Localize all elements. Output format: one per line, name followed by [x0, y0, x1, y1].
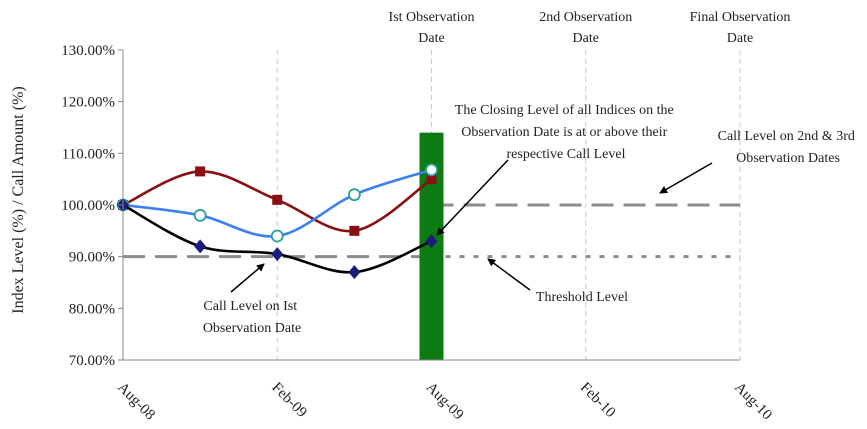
x-tick-label: Aug-10 — [731, 380, 775, 424]
series-point-diamond — [425, 234, 438, 249]
x-tick-label: Feb-10 — [577, 380, 618, 421]
series-point-diamond — [194, 239, 207, 254]
y-tick-label: 70.00% — [69, 353, 115, 369]
y-tick-label: 120.00% — [61, 95, 115, 111]
y-tick-labels: 70.00% 80.00% 90.00% 100.00% 110.00% 120.00% 1… — [61, 43, 115, 369]
closing-level-arrow — [436, 159, 509, 236]
call-level-2nd-3rd-annotation: Call Level on 2nd & 3rd Observation Date… — [718, 129, 859, 166]
y-tick-label: 100.00% — [61, 198, 115, 214]
observation-date-label-3: Final Observation Date — [690, 10, 791, 46]
series-point-circle — [270, 229, 284, 243]
y-tick-label: 90.00% — [69, 250, 115, 266]
x-tick-label: Aug-09 — [423, 380, 467, 424]
closing-level-annotation: The Closing Level of all Indices on the … — [455, 103, 677, 162]
threshold-annotation: Threshold Level — [536, 290, 628, 305]
series-point-diamond — [348, 265, 361, 280]
axes — [118, 49, 740, 361]
x-tick-label: Aug-08 — [114, 380, 158, 424]
series-point-circle — [193, 208, 207, 222]
y-axis-title: Index Level (%) / Call Amount (%) — [10, 86, 27, 314]
observation-date-label-1: Ist Observation Date — [389, 10, 475, 46]
y-tick-label: 130.00% — [61, 43, 115, 59]
series-point-square — [426, 174, 437, 185]
series-point-square — [349, 225, 360, 236]
call-level-2nd-3rd-arrow — [659, 162, 713, 194]
threshold-arrow — [487, 258, 531, 291]
call-level-1st-arrow — [230, 263, 265, 293]
y-tick-label: 80.00% — [69, 301, 115, 317]
series-point-square — [272, 194, 283, 205]
x-tick-label: Feb-09 — [268, 380, 309, 421]
annotations: The Closing Level of all Indices on the … — [203, 103, 859, 336]
x-tick-labels: Aug-08 Feb-09 Aug-09 Feb-10 Aug-10 — [114, 380, 775, 424]
y-tick-label: 110.00% — [62, 146, 115, 162]
series-point-circle — [347, 188, 361, 202]
series-point-square — [195, 166, 206, 177]
series-point-diamond — [271, 247, 284, 262]
call-level-1st-annotation: Call Level on Ist Observation Date — [203, 299, 301, 336]
series-point-circle — [425, 163, 438, 177]
observation-date-labels: Ist Observation Date 2nd Observation Date Fi… — [389, 10, 791, 46]
reference-lines — [123, 203, 740, 259]
observation-date-label-2: 2nd Observation Date — [539, 10, 632, 46]
